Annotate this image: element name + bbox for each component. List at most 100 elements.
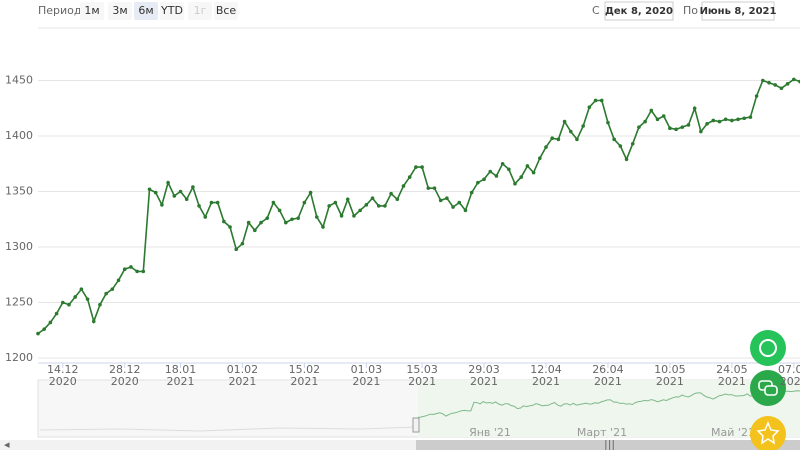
point xyxy=(612,137,616,142)
range-button-label: 1м xyxy=(84,4,99,17)
point xyxy=(215,200,220,205)
x-tick-label: 14.12 xyxy=(47,363,79,376)
scroll-arrow[interactable]: ◂ xyxy=(4,438,10,450)
point xyxy=(296,216,300,220)
point xyxy=(271,200,276,205)
point xyxy=(426,186,431,190)
point xyxy=(748,115,753,119)
point xyxy=(779,86,784,91)
x-tick-label: 10.05 xyxy=(654,363,686,376)
point xyxy=(333,200,338,205)
navigator-selection[interactable] xyxy=(418,380,800,437)
from-input[interactable] xyxy=(604,1,674,21)
x-tick-label: 2021 xyxy=(290,375,318,388)
to-input[interactable] xyxy=(701,1,775,21)
point xyxy=(730,118,734,123)
x-tick-label: 26.04 xyxy=(592,363,624,376)
whatsapp-button[interactable] xyxy=(750,330,786,366)
point xyxy=(184,197,189,202)
point xyxy=(482,177,486,182)
point xyxy=(556,137,561,142)
point xyxy=(773,83,778,87)
x-tick-label: 2021 xyxy=(470,375,498,388)
navigator-handle[interactable] xyxy=(412,417,420,433)
scrollbar[interactable] xyxy=(0,440,800,450)
point xyxy=(395,197,400,202)
point xyxy=(500,161,505,166)
point xyxy=(792,77,796,82)
x-tick-label: 29.03 xyxy=(468,363,500,376)
point xyxy=(562,119,567,124)
range-button[interactable] xyxy=(214,2,238,20)
point xyxy=(36,331,40,336)
point xyxy=(668,126,672,131)
range-button-label: 6м xyxy=(138,4,153,17)
point xyxy=(717,119,722,124)
point xyxy=(147,187,152,192)
point xyxy=(507,167,511,172)
point xyxy=(383,204,387,208)
point xyxy=(91,319,96,324)
point xyxy=(525,164,530,168)
x-tick-label: 2021 xyxy=(228,375,256,388)
point xyxy=(618,144,623,148)
point xyxy=(253,228,257,233)
point xyxy=(401,184,406,188)
point xyxy=(655,117,660,122)
to-value: Июнь 8, 2021 xyxy=(700,6,777,17)
y-tick-label: 1450 xyxy=(5,74,33,87)
scrollbar-thumb[interactable] xyxy=(416,440,800,450)
point xyxy=(277,208,282,213)
x-tick-label: 2020 xyxy=(111,375,139,388)
x-tick-label: 24.05 xyxy=(716,363,748,376)
point xyxy=(327,204,331,208)
point xyxy=(48,320,53,325)
point xyxy=(302,200,307,205)
favorite-button[interactable] xyxy=(750,416,786,450)
point xyxy=(364,203,369,207)
point xyxy=(116,278,121,283)
point xyxy=(513,181,517,186)
point xyxy=(407,175,412,179)
navigator-history xyxy=(39,426,417,432)
x-tick-label: 2021 xyxy=(780,375,800,388)
x-tick-label: 2021 xyxy=(656,375,684,388)
x-tick-label: 2020 xyxy=(49,375,77,388)
x-tick-label: 28.12 xyxy=(109,363,141,376)
price-line xyxy=(37,78,800,335)
point xyxy=(463,208,468,213)
whatsapp-icon xyxy=(759,339,777,357)
point xyxy=(705,121,709,126)
point xyxy=(538,156,542,160)
point xyxy=(680,125,685,129)
y-tick-label: 1400 xyxy=(5,129,33,142)
range-button[interactable] xyxy=(80,2,104,20)
point xyxy=(246,220,251,225)
x-tick-label: 2021 xyxy=(532,375,560,388)
point xyxy=(222,219,226,224)
chat-icon xyxy=(764,385,778,396)
x-tick-label: 2021 xyxy=(718,375,746,388)
point xyxy=(79,287,84,291)
point xyxy=(370,196,375,200)
point xyxy=(692,106,697,111)
point xyxy=(265,216,270,220)
x-tick-label: 15.03 xyxy=(406,363,438,376)
range-button[interactable] xyxy=(160,2,184,20)
x-tick-label: 2021 xyxy=(594,375,622,388)
point xyxy=(110,287,115,291)
x-tick-label: 2021 xyxy=(166,375,194,388)
point xyxy=(649,108,654,113)
range-button[interactable] xyxy=(134,2,158,20)
point xyxy=(60,300,65,305)
range-button-label: 3м xyxy=(112,4,127,17)
range-button[interactable] xyxy=(108,2,132,20)
point xyxy=(135,269,139,274)
x-tick-label: 15.02 xyxy=(289,363,321,376)
x-tick-label: 07.06 xyxy=(778,363,800,376)
point xyxy=(550,136,554,141)
point xyxy=(389,191,393,196)
point xyxy=(432,186,437,190)
y-tick-label: 1200 xyxy=(5,351,33,364)
